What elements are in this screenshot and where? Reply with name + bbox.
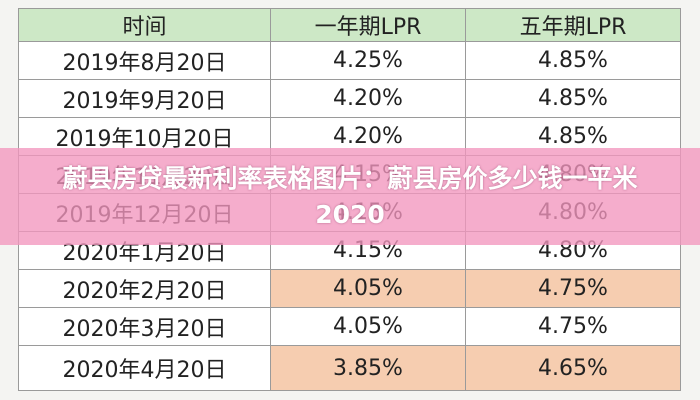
- table-row: 2020年2月20日 4.05% 4.75%: [18, 269, 681, 308]
- banner-text: 蔚县房贷最新利率表格图片：蔚县房价多少钱一平米2020: [62, 163, 638, 229]
- rate-cell: 4.85%: [465, 79, 681, 118]
- date-cell: 2020年2月20日: [18, 269, 271, 308]
- rate-cell: 4.20%: [270, 79, 466, 118]
- header-cell: 时间: [18, 8, 271, 42]
- rate-cell: 4.65%: [465, 345, 681, 391]
- header-row: 时间 一年期LPR 五年期LPR: [18, 8, 681, 42]
- table-row: 2019年9月20日 4.20% 4.85%: [18, 79, 681, 118]
- banner: 蔚县房贷最新利率表格图片：蔚县房价多少钱一平米2020: [0, 148, 700, 245]
- date-cell: 2019年8月20日: [18, 41, 271, 80]
- rate-cell: 4.05%: [270, 269, 466, 308]
- date-cell: 2020年4月20日: [18, 345, 271, 391]
- rate-cell: 4.85%: [465, 41, 681, 80]
- rate-cell: 3.85%: [270, 345, 466, 391]
- header-cell: 一年期LPR: [270, 8, 466, 42]
- table-row: 2020年3月20日 4.05% 4.75%: [18, 307, 681, 346]
- table-row: 2019年8月20日 4.25% 4.85%: [18, 41, 681, 80]
- rate-cell: 4.75%: [465, 307, 681, 346]
- date-cell: 2020年3月20日: [18, 307, 271, 346]
- table-row: 2020年4月20日 3.85% 4.65%: [18, 345, 681, 391]
- rate-cell: 4.05%: [270, 307, 466, 346]
- header-cell: 五年期LPR: [465, 8, 681, 42]
- date-cell: 2019年9月20日: [18, 79, 271, 118]
- rate-cell: 4.25%: [270, 41, 466, 80]
- rate-cell: 4.75%: [465, 269, 681, 308]
